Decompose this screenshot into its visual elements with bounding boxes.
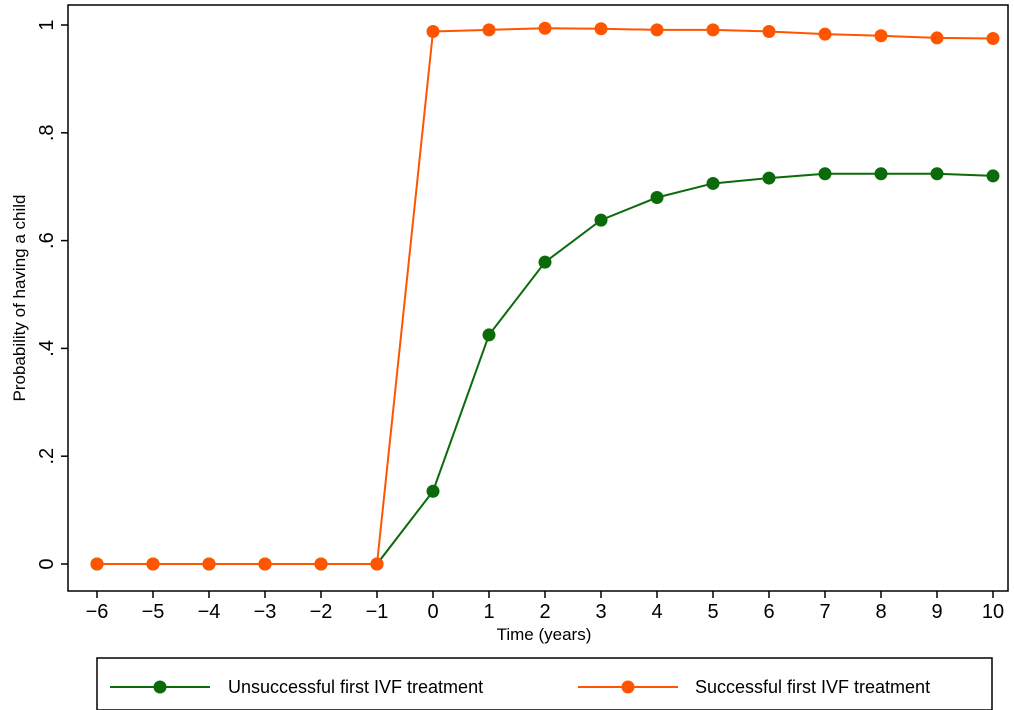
legend-item: Unsuccessful first IVF treatment bbox=[110, 677, 483, 697]
legend-marker bbox=[153, 680, 167, 694]
data-point bbox=[874, 167, 888, 181]
data-point bbox=[482, 328, 496, 342]
x-tick-label: 3 bbox=[595, 601, 606, 623]
x-tick-label: −3 bbox=[254, 601, 277, 623]
data-point bbox=[706, 23, 720, 37]
x-tick-label: −5 bbox=[142, 601, 165, 623]
data-point bbox=[202, 557, 216, 571]
x-tick-label: 2 bbox=[539, 601, 550, 623]
data-point bbox=[986, 31, 1000, 45]
x-tick-label: 4 bbox=[651, 601, 662, 623]
data-point bbox=[650, 190, 664, 204]
legend-frame bbox=[96, 657, 993, 710]
data-point bbox=[930, 167, 944, 181]
x-axis: −6 −5 −4 −3 −2 −1 0 1 2 3 4 5 6 7 8 9 10 bbox=[86, 591, 1004, 623]
data-point bbox=[426, 484, 440, 498]
x-tick-label: −1 bbox=[366, 601, 389, 623]
data-point bbox=[426, 24, 440, 38]
data-point bbox=[538, 21, 552, 35]
y-tick-label: 1 bbox=[36, 19, 58, 30]
data-point bbox=[146, 557, 160, 571]
legend-item: Successful first IVF treatment bbox=[578, 677, 930, 697]
plot-frame bbox=[67, 4, 1009, 592]
data-point bbox=[370, 557, 384, 571]
data-point bbox=[594, 22, 608, 36]
x-tick-label: 1 bbox=[483, 601, 494, 623]
y-axis-title: Probability of having a child bbox=[10, 195, 29, 402]
x-axis-title: Time (years) bbox=[497, 625, 592, 644]
data-point bbox=[258, 557, 272, 571]
legend-label: Unsuccessful first IVF treatment bbox=[228, 677, 483, 697]
data-point bbox=[90, 557, 104, 571]
data-point bbox=[874, 29, 888, 43]
data-point bbox=[314, 557, 328, 571]
x-tick-label: −2 bbox=[310, 601, 333, 623]
x-tick-label: 10 bbox=[982, 601, 1004, 623]
data-point bbox=[930, 31, 944, 45]
x-tick-label: 7 bbox=[819, 601, 830, 623]
x-tick-label: 9 bbox=[931, 601, 942, 623]
x-tick-label: 0 bbox=[427, 601, 438, 623]
x-tick-label: −4 bbox=[198, 601, 221, 623]
data-point bbox=[706, 176, 720, 190]
x-tick-label: 5 bbox=[707, 601, 718, 623]
data-point bbox=[762, 24, 776, 38]
data-point bbox=[594, 213, 608, 227]
y-tick-label: .8 bbox=[36, 124, 58, 141]
legend-marker bbox=[621, 680, 635, 694]
series-2 bbox=[90, 21, 1000, 571]
legend: Unsuccessful first IVF treatment Successf… bbox=[96, 657, 993, 710]
data-point bbox=[818, 167, 832, 181]
data-point bbox=[986, 169, 1000, 183]
data-point bbox=[650, 23, 664, 37]
y-tick-label: 0 bbox=[36, 558, 58, 569]
y-tick-label: .6 bbox=[36, 232, 58, 249]
data-point bbox=[762, 171, 776, 185]
series-layer bbox=[90, 21, 1000, 571]
y-tick-label: .4 bbox=[36, 340, 58, 357]
data-point bbox=[482, 23, 496, 37]
legend-label: Successful first IVF treatment bbox=[695, 677, 930, 697]
data-point bbox=[818, 27, 832, 41]
x-tick-label: −6 bbox=[86, 601, 109, 623]
x-tick-label: 6 bbox=[763, 601, 774, 623]
data-point bbox=[538, 255, 552, 269]
y-tick-label: .2 bbox=[36, 448, 58, 465]
x-tick-label: 8 bbox=[875, 601, 886, 623]
y-axis: 0 .2 .4 .6 .8 1 bbox=[36, 19, 68, 570]
